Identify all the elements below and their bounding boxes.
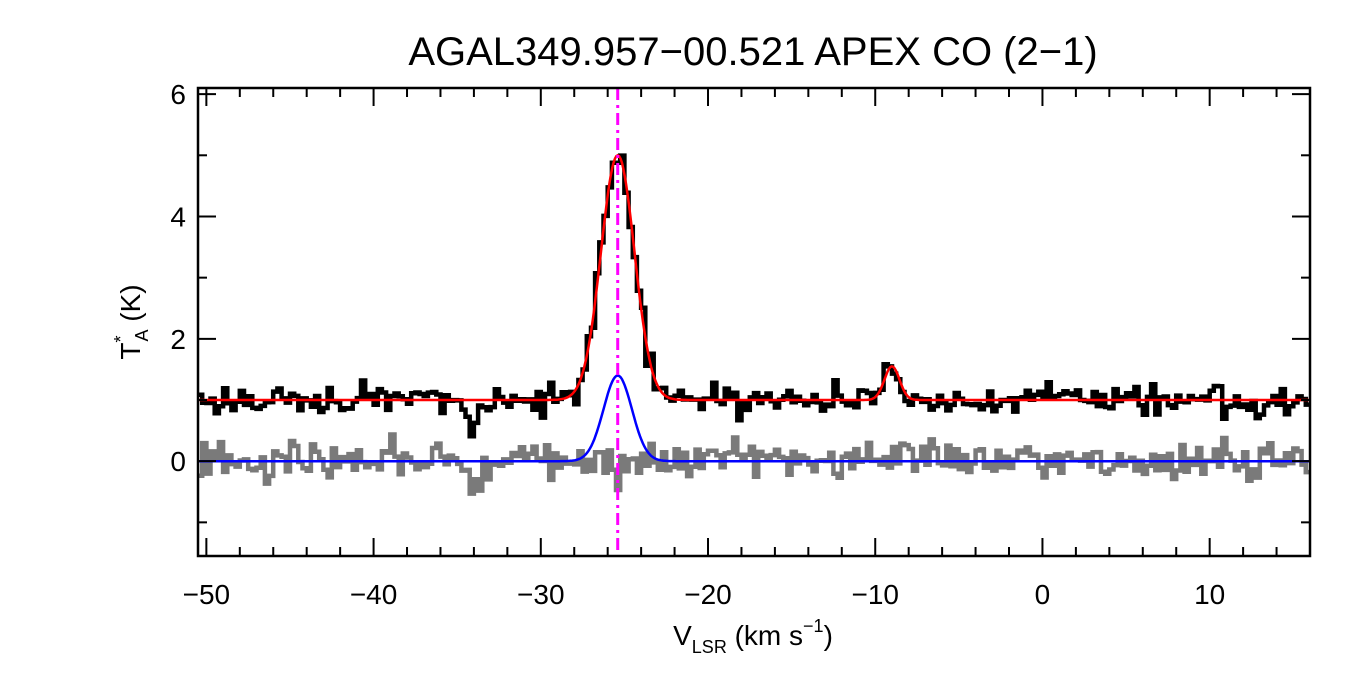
x-axis-label: VLSR (km s−1) (673, 616, 833, 657)
x-axis-label-sup: −1 (803, 616, 824, 636)
x-axis-label-sub: LSR (692, 637, 727, 657)
series-fit-component (198, 374, 1310, 463)
plot-area (198, 88, 1310, 556)
chart-title: AGAL349.957−00.521 APEX CO (2−1) (408, 30, 1097, 74)
x-tick-label: 0 (1035, 579, 1051, 610)
x-axis-label-tail: (km s (727, 620, 803, 651)
y-axis-label-tail: (K) (115, 284, 146, 329)
x-tick-label: −40 (350, 579, 398, 610)
x-tick-label: −30 (517, 579, 565, 610)
y-tick-label: 6 (170, 79, 186, 110)
x-axis-label-end: ) (824, 620, 833, 651)
plot-frame (196, 86, 1312, 558)
series-gaussian-fit (198, 153, 1310, 402)
y-axis-label: T*A (K) (111, 284, 152, 359)
axis-ticks: −50 −40 −30 −20 −10 0 10 0 2 4 6 (170, 79, 1311, 610)
x-tick-label: −50 (183, 579, 231, 610)
y-axis-label-sup: * (111, 336, 131, 343)
y-tick-label: 0 (170, 446, 186, 477)
series-residual (198, 432, 1310, 496)
y-axis-label-sub: A (132, 329, 152, 341)
x-tick-label: 10 (1194, 579, 1225, 610)
x-tick-label: −10 (851, 579, 899, 610)
series-observed-spectrum (198, 153, 1310, 439)
y-tick-label: 2 (170, 324, 186, 355)
x-tick-label: −20 (684, 579, 732, 610)
y-axis-label-main: T (115, 343, 146, 360)
x-axis-label-main: V (673, 620, 692, 651)
y-tick-label: 4 (170, 201, 186, 232)
